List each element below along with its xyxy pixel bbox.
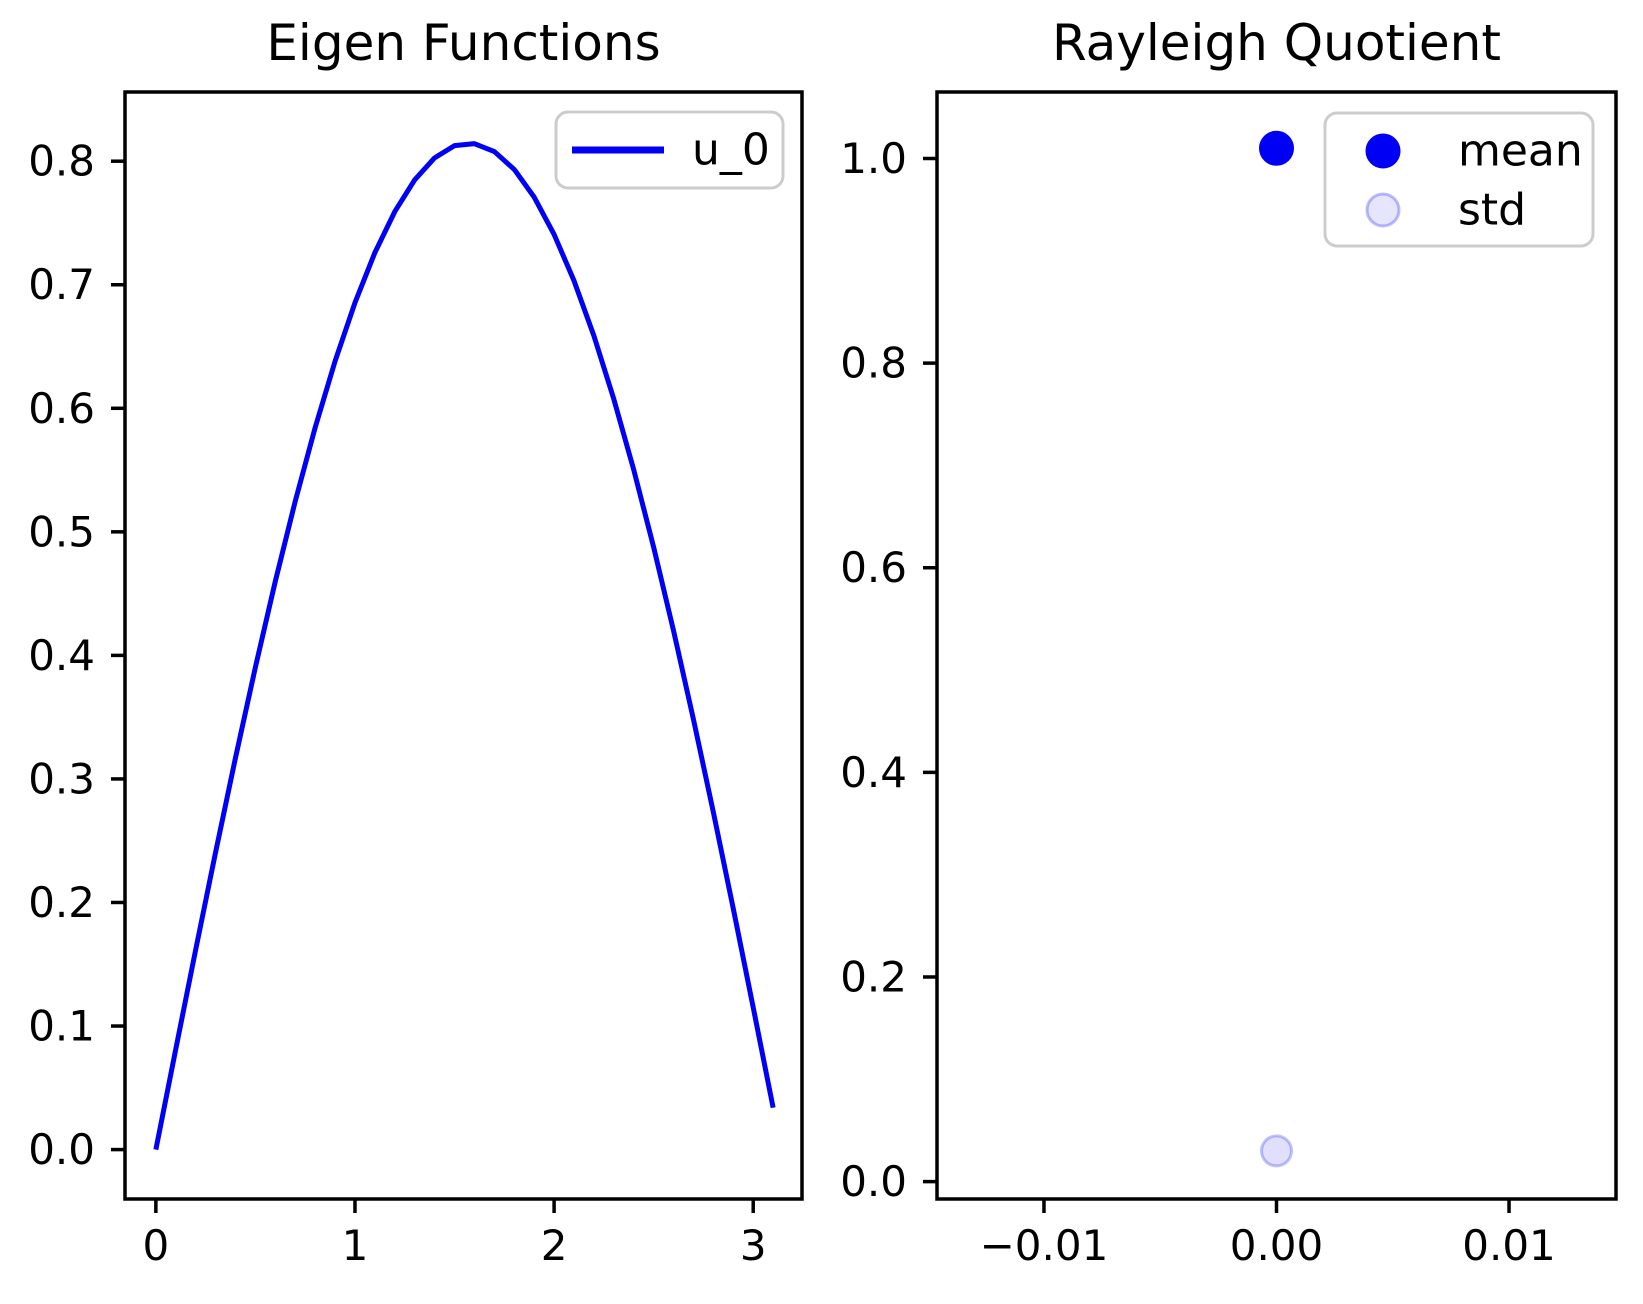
legend-marker-mean — [1365, 133, 1401, 169]
y-tick-label: 0.4 — [28, 631, 95, 680]
x-tick-label: 0.00 — [1230, 1221, 1324, 1270]
legend-marker-std — [1365, 192, 1401, 228]
eigen-functions-plot: 0 1 2 3 0.0 0.1 0.2 0.3 0.4 0.5 0.6 0.7 0.8 Eigen Fun… — [28, 14, 804, 1270]
y-tick-label: 0.1 — [28, 1002, 95, 1051]
y-tick-label: 0.3 — [28, 754, 95, 803]
x-tick-label: 1 — [342, 1221, 369, 1270]
y-tick-label: 0.4 — [840, 748, 907, 797]
y-tick-label: 0.5 — [28, 507, 95, 556]
x-tick-label: −0.01 — [980, 1221, 1109, 1270]
y-tick-label: 0.8 — [840, 339, 907, 388]
y-tick-label: 0.2 — [28, 878, 95, 927]
x-tick-label: 2 — [541, 1221, 568, 1270]
legend-box — [554, 110, 785, 190]
y-tick-label: 1.0 — [840, 134, 907, 183]
plot-title: Rayleigh Quotient — [1052, 14, 1501, 72]
y-tick-label: 0.6 — [28, 384, 95, 433]
axes-spines — [123, 90, 804, 1201]
legend: mean std — [1323, 111, 1595, 248]
rayleigh-quotient-plot: −0.01 0.00 0.01 0.0 0.2 0.4 0.6 0.8 1.0 Rayleigh … — [840, 14, 1618, 1270]
y-tick-label: 0.2 — [840, 952, 907, 1001]
legend-label-mean: mean — [1458, 126, 1583, 177]
x-tick-label: 0.01 — [1462, 1221, 1556, 1270]
mean-point — [1259, 130, 1294, 166]
x-tick-label: 0 — [142, 1221, 169, 1270]
u0-curve — [153, 141, 776, 1151]
y-tick-label: 0.0 — [28, 1125, 95, 1174]
y-tick-label: 0.6 — [840, 543, 907, 592]
std-point — [1260, 1134, 1293, 1168]
legend: u_0 — [554, 110, 785, 190]
y-tick-label: 0.0 — [840, 1157, 907, 1206]
y-tick-label: 0.7 — [28, 260, 95, 309]
y-tick-label: 0.8 — [28, 137, 95, 186]
x-tick-label: 3 — [740, 1221, 767, 1270]
plot-title: Eigen Functions — [266, 14, 660, 72]
legend-label-std: std — [1458, 185, 1526, 236]
legend-label-u_0: u_0 — [692, 125, 770, 176]
